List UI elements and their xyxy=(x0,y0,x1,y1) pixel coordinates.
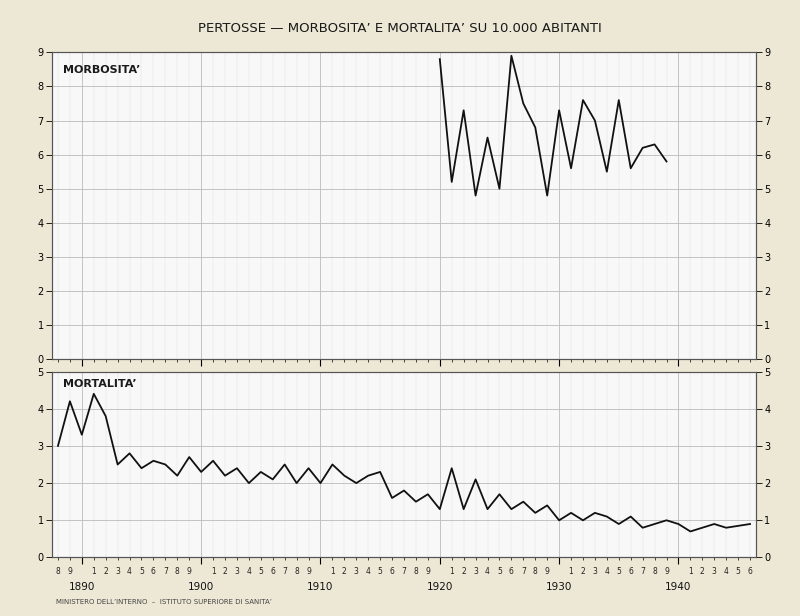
Text: 9: 9 xyxy=(186,567,192,576)
Text: 8: 8 xyxy=(55,567,60,576)
Text: 3: 3 xyxy=(593,567,598,576)
Text: 8: 8 xyxy=(414,567,418,576)
Text: 6: 6 xyxy=(747,567,753,576)
Text: 6: 6 xyxy=(628,567,633,576)
Text: 3: 3 xyxy=(712,567,717,576)
Text: 7: 7 xyxy=(640,567,645,576)
Text: 4: 4 xyxy=(246,567,251,576)
Text: 2: 2 xyxy=(462,567,466,576)
Text: 5: 5 xyxy=(616,567,622,576)
Text: 2: 2 xyxy=(581,567,586,576)
Text: 1920: 1920 xyxy=(426,583,453,593)
Text: 6: 6 xyxy=(270,567,275,576)
Text: 2: 2 xyxy=(103,567,108,576)
Text: 8: 8 xyxy=(175,567,180,576)
Text: 1900: 1900 xyxy=(188,583,214,593)
Text: 1890: 1890 xyxy=(69,583,95,593)
Text: 2: 2 xyxy=(342,567,346,576)
Text: 3: 3 xyxy=(473,567,478,576)
Text: 7: 7 xyxy=(402,567,406,576)
Text: 2: 2 xyxy=(222,567,227,576)
Text: PERTOSSE — MORBOSITA’ E MORTALITA’ SU 10.000 ABITANTI: PERTOSSE — MORBOSITA’ E MORTALITA’ SU 10… xyxy=(198,22,602,34)
Text: 4: 4 xyxy=(127,567,132,576)
Text: 5: 5 xyxy=(139,567,144,576)
Text: 9: 9 xyxy=(67,567,72,576)
Text: 9: 9 xyxy=(545,567,550,576)
Text: 6: 6 xyxy=(390,567,394,576)
Text: 1: 1 xyxy=(330,567,334,576)
Text: 4: 4 xyxy=(366,567,370,576)
Text: 1: 1 xyxy=(450,567,454,576)
Text: 9: 9 xyxy=(664,567,669,576)
Text: 1930: 1930 xyxy=(546,583,572,593)
Text: 6: 6 xyxy=(509,567,514,576)
Text: 7: 7 xyxy=(282,567,287,576)
Text: MORBOSITA’: MORBOSITA’ xyxy=(62,65,140,75)
Text: 1: 1 xyxy=(688,567,693,576)
Text: 4: 4 xyxy=(485,567,490,576)
Text: 5: 5 xyxy=(258,567,263,576)
Text: 3: 3 xyxy=(115,567,120,576)
Text: 1910: 1910 xyxy=(307,583,334,593)
Text: 1: 1 xyxy=(569,567,574,576)
Text: 1: 1 xyxy=(91,567,96,576)
Text: 9: 9 xyxy=(426,567,430,576)
Text: 5: 5 xyxy=(736,567,741,576)
Text: 6: 6 xyxy=(151,567,156,576)
Text: 3: 3 xyxy=(354,567,358,576)
Text: 4: 4 xyxy=(605,567,610,576)
Text: 9: 9 xyxy=(306,567,311,576)
Text: 2: 2 xyxy=(700,567,705,576)
Text: MINISTERO DELL’INTERNO  –  ISTITUTO SUPERIORE DI SANITA’: MINISTERO DELL’INTERNO – ISTITUTO SUPERI… xyxy=(56,599,272,605)
Text: 8: 8 xyxy=(533,567,538,576)
Text: 7: 7 xyxy=(521,567,526,576)
Text: 5: 5 xyxy=(378,567,382,576)
Text: 4: 4 xyxy=(724,567,729,576)
Text: MORTALITA’: MORTALITA’ xyxy=(62,379,136,389)
Text: 8: 8 xyxy=(652,567,657,576)
Text: 1940: 1940 xyxy=(666,583,692,593)
Text: 1: 1 xyxy=(210,567,215,576)
Text: 7: 7 xyxy=(163,567,168,576)
Text: 3: 3 xyxy=(234,567,239,576)
Text: 8: 8 xyxy=(294,567,299,576)
Text: 5: 5 xyxy=(497,567,502,576)
